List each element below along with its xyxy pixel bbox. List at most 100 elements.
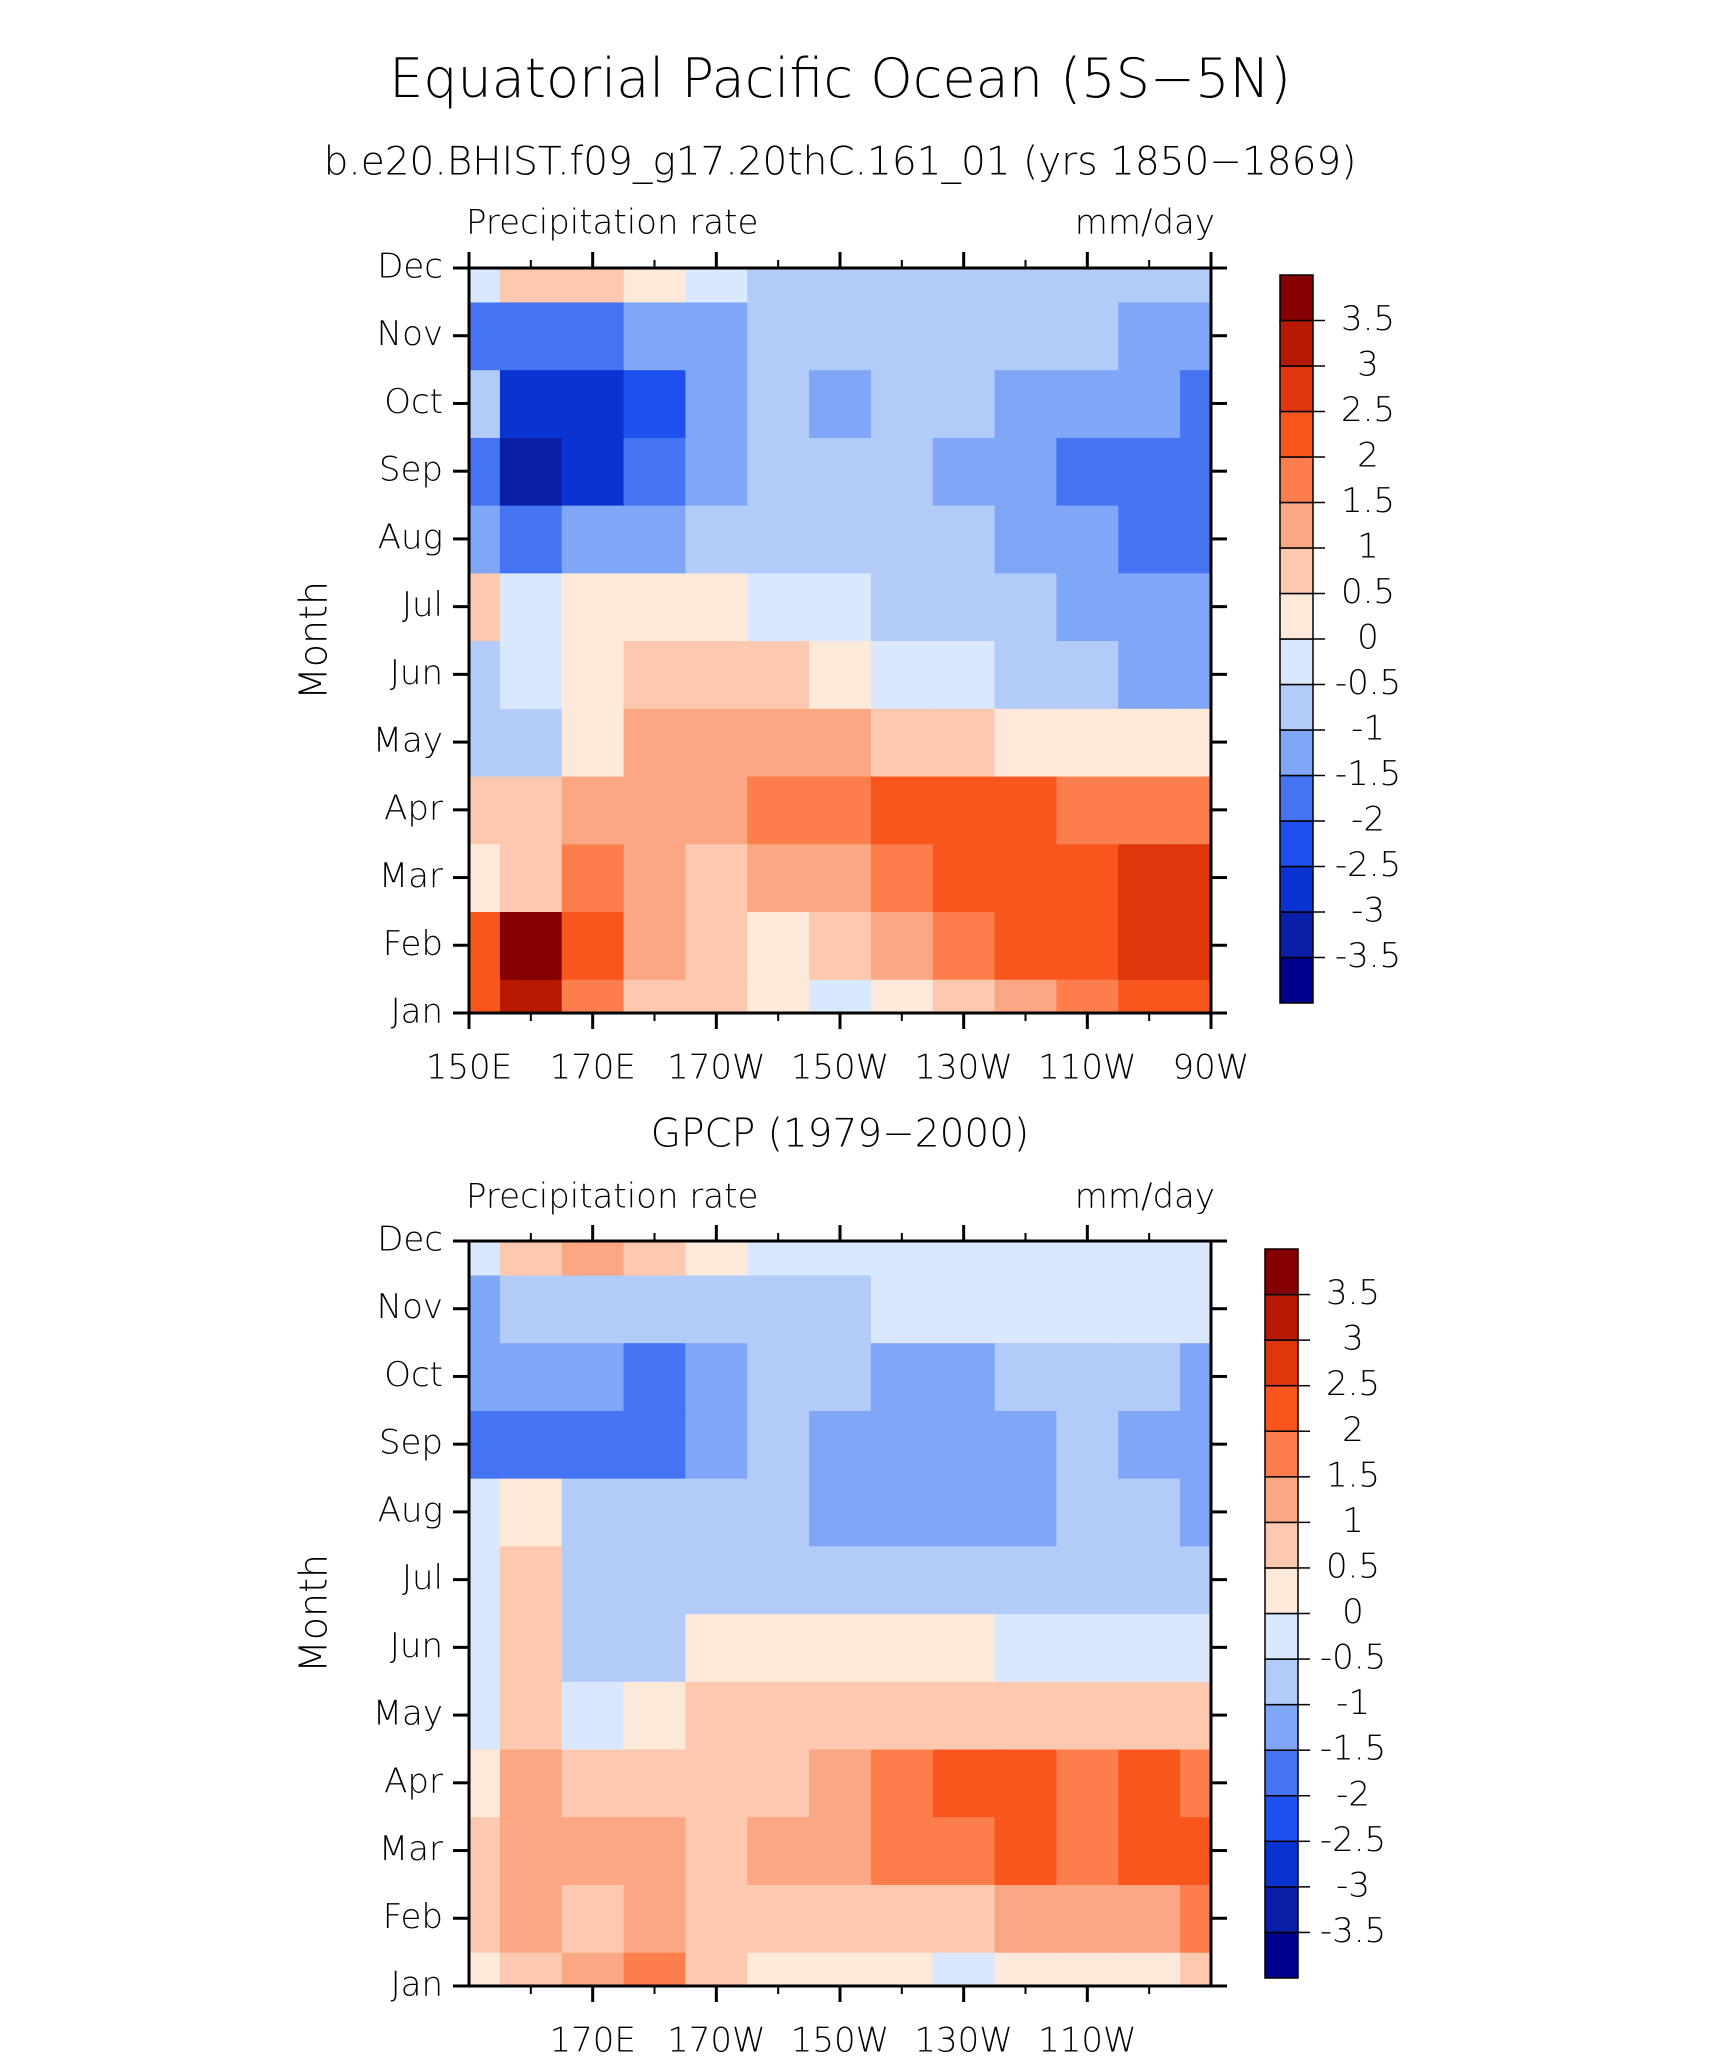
colorbar-box xyxy=(1279,638,1314,686)
contour-cell xyxy=(932,268,996,303)
contour-cell xyxy=(623,979,687,1014)
colorbar-box xyxy=(1264,1840,1299,1888)
colorbar-box xyxy=(1279,365,1314,413)
contour-cell xyxy=(499,843,563,913)
contour-cell xyxy=(1056,775,1119,845)
y-tick-label: Apr xyxy=(384,1761,443,1801)
contour-cell xyxy=(1180,843,1212,913)
contour-cell xyxy=(499,979,563,1014)
colorbar-label: -1 xyxy=(1336,1683,1370,1723)
y-tick-label: May xyxy=(373,1694,443,1734)
y-tick-label: Dec xyxy=(377,1220,443,1260)
contour-cell xyxy=(1056,1748,1119,1818)
contour-cell xyxy=(932,572,996,642)
contour-cell xyxy=(623,505,687,574)
y-tick-label: Feb xyxy=(383,924,443,964)
y-tick-label: Jul xyxy=(402,585,443,625)
contour-cell xyxy=(994,572,1058,642)
contour-cell xyxy=(623,843,687,913)
contour-cell xyxy=(747,1681,810,1750)
contour-cell xyxy=(1180,1952,1212,1987)
contour-cell xyxy=(561,1478,625,1547)
contour-cell xyxy=(747,1748,810,1818)
x-tick-label: 110W xyxy=(1038,2021,1137,2059)
contour-cell xyxy=(685,1342,748,1411)
contour-cell xyxy=(685,437,748,506)
contour-cell xyxy=(1118,911,1181,980)
contour-cell xyxy=(747,979,810,1014)
contour-cell xyxy=(469,1241,501,1276)
contour-cell xyxy=(1118,1952,1181,1987)
contour-cell xyxy=(747,1816,810,1886)
contour-cell xyxy=(1118,843,1181,913)
contour-cell xyxy=(809,911,872,980)
contour-cell xyxy=(685,1748,748,1818)
contour-cell xyxy=(870,1816,934,1886)
contour-cell xyxy=(809,1681,872,1750)
contour-cell xyxy=(1056,640,1119,709)
contour-cell xyxy=(469,708,501,777)
contour-cell xyxy=(1180,1816,1212,1886)
contour-cell xyxy=(623,708,687,777)
contour-cell xyxy=(870,1410,934,1479)
contour-cell xyxy=(685,1816,748,1886)
contour-cell xyxy=(1056,369,1119,438)
contour-cell xyxy=(499,1241,563,1276)
contour-cell xyxy=(870,911,934,980)
y-axis-label: Month xyxy=(292,581,336,700)
contour-cell xyxy=(623,301,687,371)
contour-cell xyxy=(932,843,996,913)
contour-cell xyxy=(1056,1816,1119,1886)
x-tick-label: 110W xyxy=(1038,1048,1137,1088)
contour-cell xyxy=(469,1681,501,1750)
colorbar-box xyxy=(1264,1931,1299,1979)
contour-cell xyxy=(561,1410,625,1479)
contour-cell xyxy=(1118,437,1181,506)
contour-cell xyxy=(1118,1274,1181,1344)
colorbar-box xyxy=(1279,592,1314,640)
contour-cell xyxy=(1118,1816,1181,1886)
contour-cell xyxy=(870,775,934,845)
y-tick-label: Mar xyxy=(379,1829,443,1869)
contour-cell xyxy=(623,369,687,438)
contour-cell xyxy=(1118,775,1181,845)
contour-cell xyxy=(1180,437,1212,506)
colorbar-box xyxy=(1279,319,1314,367)
colorbar-label: 0 xyxy=(1342,1592,1364,1632)
contour-cell xyxy=(469,1748,501,1818)
contour-cell xyxy=(469,437,501,506)
contour-cell xyxy=(809,979,872,1014)
contour-cell xyxy=(469,1342,501,1411)
contour-cell xyxy=(994,979,1058,1014)
y-tick-label: Nov xyxy=(377,314,443,354)
colorbar-label: 1.5 xyxy=(1341,481,1395,521)
x-tick-label: 90W xyxy=(1173,1048,1250,1088)
colorbar-label: 3 xyxy=(1357,345,1379,385)
contour-cell xyxy=(1180,572,1212,642)
contour-cell xyxy=(809,437,872,506)
contour-cell xyxy=(1056,1681,1119,1750)
contour-cell xyxy=(499,775,563,845)
contour-cell xyxy=(469,775,501,845)
contour-cell xyxy=(1056,572,1119,642)
colorbar-label: -0.5 xyxy=(1335,663,1401,703)
contour-cell xyxy=(747,708,810,777)
contour-cell xyxy=(685,911,748,980)
contour-cell xyxy=(469,640,501,709)
contour-cell xyxy=(1180,1274,1212,1344)
contour-cell xyxy=(809,775,872,845)
contour-cell xyxy=(499,572,563,642)
colorbar-label: -3.5 xyxy=(1320,1911,1386,1951)
contour-cell xyxy=(870,979,934,1014)
contour-cell xyxy=(469,1545,501,1615)
y-tick-label: Nov xyxy=(377,1287,443,1327)
contour-cell xyxy=(1118,572,1181,642)
contour-cell xyxy=(623,572,687,642)
contour-cell xyxy=(994,1613,1058,1682)
contour-cell xyxy=(499,369,563,438)
contour-cell xyxy=(994,437,1058,506)
contour-cell xyxy=(932,911,996,980)
x-tick-label: 170E xyxy=(549,2021,635,2059)
contour-cell xyxy=(469,911,501,980)
contour-cell xyxy=(1056,301,1119,371)
